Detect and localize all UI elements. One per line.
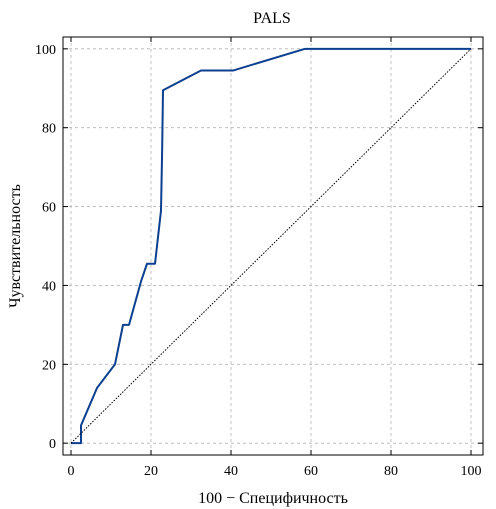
x-tick-label: 60	[304, 464, 318, 479]
ticks: 0 20 40 60 80 100 0 20 40 60 80 100	[35, 37, 483, 479]
x-tick-label: 0	[68, 464, 75, 479]
series-layer	[70, 47, 472, 445]
y-tick-label: 80	[42, 122, 56, 137]
y-tick-label: 60	[42, 201, 56, 216]
x-tick-label: 40	[224, 464, 238, 479]
y-tick-label: 100	[35, 43, 56, 58]
plot-frame	[62, 36, 484, 456]
x-tick-label: 20	[144, 464, 158, 479]
x-tick-label: 100	[461, 464, 482, 479]
y-tick-label: 40	[42, 279, 56, 294]
reference-diagonal-line	[70, 48, 472, 444]
x-tick-label: 80	[384, 464, 398, 479]
grid	[63, 37, 483, 455]
y-tick-label: 20	[42, 358, 56, 373]
y-axis-label: Чувствительность	[7, 184, 24, 308]
x-axis-label: 100 − Специфичность	[198, 490, 348, 507]
roc-curve-line	[71, 47, 471, 445]
y-tick-label: 0	[49, 437, 56, 452]
chart-title: PALS	[253, 10, 291, 27]
